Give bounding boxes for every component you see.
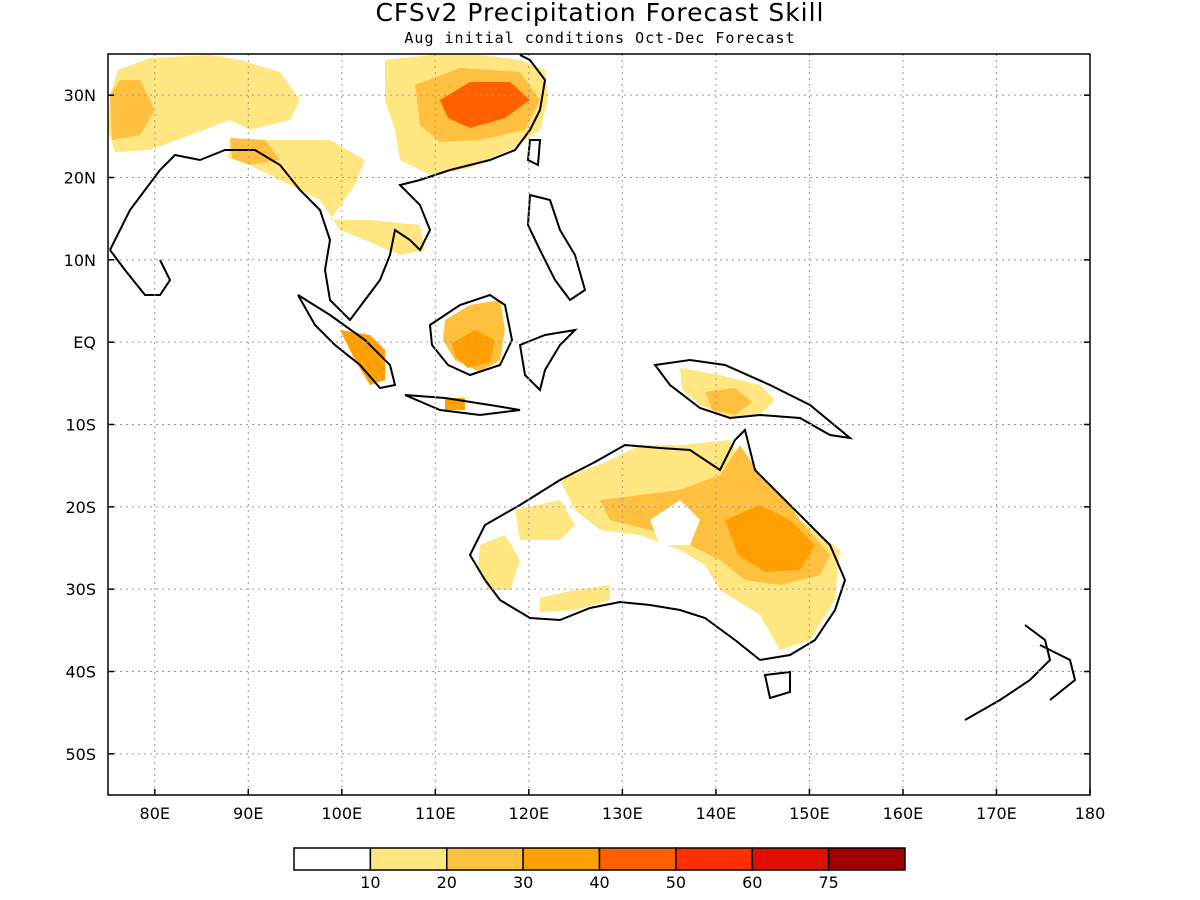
lon-tick-label: 90E (233, 804, 263, 823)
skill-area-china-core (440, 82, 530, 128)
colorbar-swatch (446, 847, 524, 871)
skill-area-south-australia (540, 585, 610, 612)
lon-tick-label: 180 (1075, 804, 1106, 823)
skill-area-australia-core (725, 505, 815, 572)
lon-tick-label: 120E (509, 804, 550, 823)
colorbar-label: 20 (437, 873, 457, 892)
coastline-philippines (526, 193, 587, 302)
skill-shading (108, 55, 840, 650)
colorbar-label: 60 (742, 873, 762, 892)
lon-tick-label: 170E (976, 804, 1017, 823)
lon-tick-label: 80E (140, 804, 170, 823)
coastline-new-guinea (653, 358, 854, 440)
axis-ticks: 30N 20N 10N EQ 10S 20S 30S 40S 50S 80E 90E 100E 110E… (64, 86, 1106, 823)
coastline-new-zealand (964, 624, 1077, 721)
map-subtitle: Aug initial conditions Oct-Dec Forecast (404, 29, 796, 47)
colorbar-swatch (522, 847, 601, 871)
colorbar-label: 75 (818, 873, 838, 892)
lon-tick-label: 140E (696, 804, 737, 823)
skill-gap-central-australia (650, 500, 700, 545)
map-title: CFSv2 Precipitation Forecast Skill (375, 0, 825, 27)
colorbar-swatch (827, 847, 906, 871)
coastlines (109, 54, 1077, 721)
lon-tick-label: 110E (415, 804, 456, 823)
lat-tick-label: 10N (64, 251, 96, 270)
skill-area-sumatra (340, 330, 385, 385)
lat-tick-label: 30S (65, 580, 96, 599)
coastline-sumatra (297, 294, 397, 390)
coastline-australia (468, 428, 847, 662)
coastline-borneo (428, 293, 514, 377)
skill-area-indochina (228, 140, 425, 255)
coastline-java (404, 394, 521, 417)
colorbar-swatch (369, 847, 448, 871)
coastline-asia (109, 54, 547, 322)
lat-tick-label: 20S (65, 498, 96, 517)
colorbar-label: 40 (589, 873, 609, 892)
coastline-sulawesi (518, 328, 578, 392)
skill-area-south-asia (108, 55, 300, 152)
coastline-tasmania (763, 670, 791, 700)
colorbar-label: 10 (360, 873, 380, 892)
colorbar-swatch (675, 847, 753, 871)
colorbar-label: 30 (513, 873, 533, 892)
lon-tick-label: 160E (883, 804, 924, 823)
colorbar-swatch (293, 847, 372, 871)
coastline-taiwan (526, 139, 542, 167)
lon-tick-label: 130E (602, 804, 643, 823)
colorbar-swatch (598, 847, 677, 871)
lat-tick-label: EQ (73, 333, 96, 352)
lon-tick-label: 150E (789, 804, 830, 823)
skill-area-new-guinea-core (705, 388, 752, 415)
lat-tick-label: 30N (64, 86, 96, 105)
lat-tick-label: 10S (65, 416, 96, 435)
colorbar-label: 50 (666, 873, 686, 892)
graticule (108, 54, 1090, 795)
skill-area-west-australia (478, 535, 520, 590)
coastline-india (109, 249, 172, 296)
colorbar-swatch (751, 847, 830, 871)
skill-area-borneo-core (452, 330, 495, 368)
lat-tick-label: 50S (65, 745, 96, 764)
lon-tick-label: 100E (321, 804, 362, 823)
skill-area-nw-australia (515, 500, 575, 540)
lat-tick-label: 40S (65, 663, 96, 682)
lat-tick-label: 20N (64, 169, 96, 188)
colorbar: 10 20 30 40 50 60 75 (293, 847, 906, 892)
